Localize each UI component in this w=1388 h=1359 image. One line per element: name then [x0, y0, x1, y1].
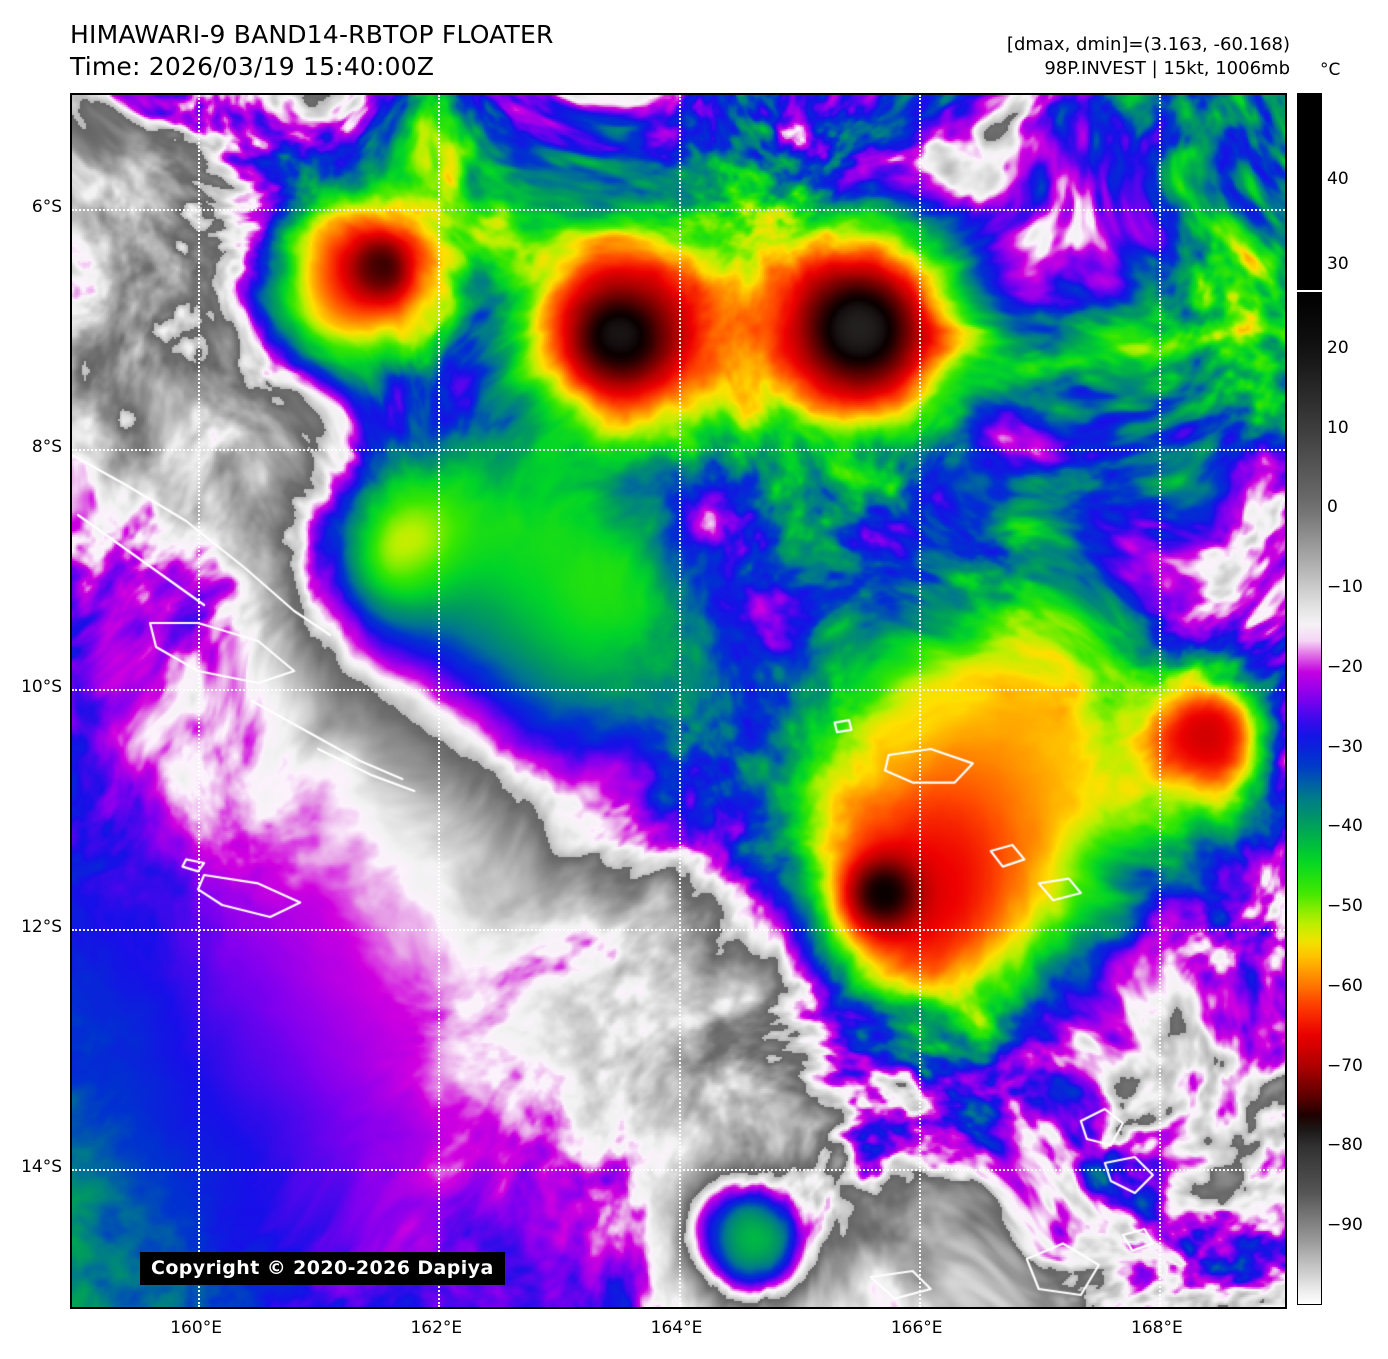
lon-label-0: 160°E: [170, 1318, 222, 1338]
lon-label-3: 166°E: [890, 1318, 943, 1338]
colorbar-tick-8: −40: [1327, 816, 1363, 837]
colorbar-tick-3: 10: [1327, 417, 1349, 438]
colorbar-warm-segment: [1297, 93, 1322, 290]
colorbar[interactable]: [1297, 93, 1322, 1305]
colorbar-tick-11: −70: [1327, 1055, 1363, 1076]
colorbar-tick-0: 40: [1327, 168, 1349, 189]
colorbar-tick-12: −80: [1327, 1135, 1363, 1156]
colorbar-main-segment: [1297, 292, 1322, 1305]
satellite-plot-area[interactable]: Copyright © 2020-2026 Dapiya: [70, 93, 1287, 1309]
colorbar-unit-label: °C: [1320, 60, 1341, 80]
lat-label-4: 14°S: [21, 1157, 62, 1177]
gridline-lon-1: [438, 95, 441, 1307]
gridline-lon-4: [1158, 95, 1161, 1307]
colorbar-tick-2: 20: [1327, 337, 1349, 358]
colorbar-tick-13: −90: [1327, 1215, 1363, 1236]
lon-label-4: 168°E: [1131, 1318, 1183, 1338]
storm-info-label: 98P.INVEST | 15kt, 1006mb: [1044, 58, 1290, 79]
gridline-lon-0: [198, 95, 201, 1307]
colorbar-tick-10: −60: [1327, 975, 1363, 996]
colorbar-tick-4: 0: [1327, 497, 1338, 518]
lat-label-0: 6°S: [31, 197, 62, 217]
lon-label-2: 164°E: [650, 1318, 703, 1338]
lat-label-1: 8°S: [31, 437, 62, 457]
colorbar-tick-6: −20: [1327, 656, 1363, 677]
dmax-dmin-label: [dmax, dmin]=(3.163, -60.168): [1006, 34, 1290, 55]
lat-label-2: 10°S: [21, 677, 62, 697]
gridline-lon-2: [678, 95, 681, 1307]
colorbar-tick-5: −10: [1327, 577, 1363, 598]
lat-label-3: 12°S: [21, 917, 62, 937]
lon-label-1: 162°E: [410, 1318, 463, 1338]
timestamp-label: Time: 2026/03/19 15:40:00Z: [70, 52, 435, 81]
gridline-lon-3: [918, 95, 921, 1307]
copyright-banner: Copyright © 2020-2026 Dapiya: [140, 1252, 505, 1285]
colorbar-tick-9: −50: [1327, 896, 1363, 917]
colorbar-tick-1: 30: [1327, 254, 1349, 275]
colorbar-tick-7: −30: [1327, 736, 1363, 757]
page-title: HIMAWARI-9 BAND14-RBTOP FLOATER: [70, 20, 554, 49]
